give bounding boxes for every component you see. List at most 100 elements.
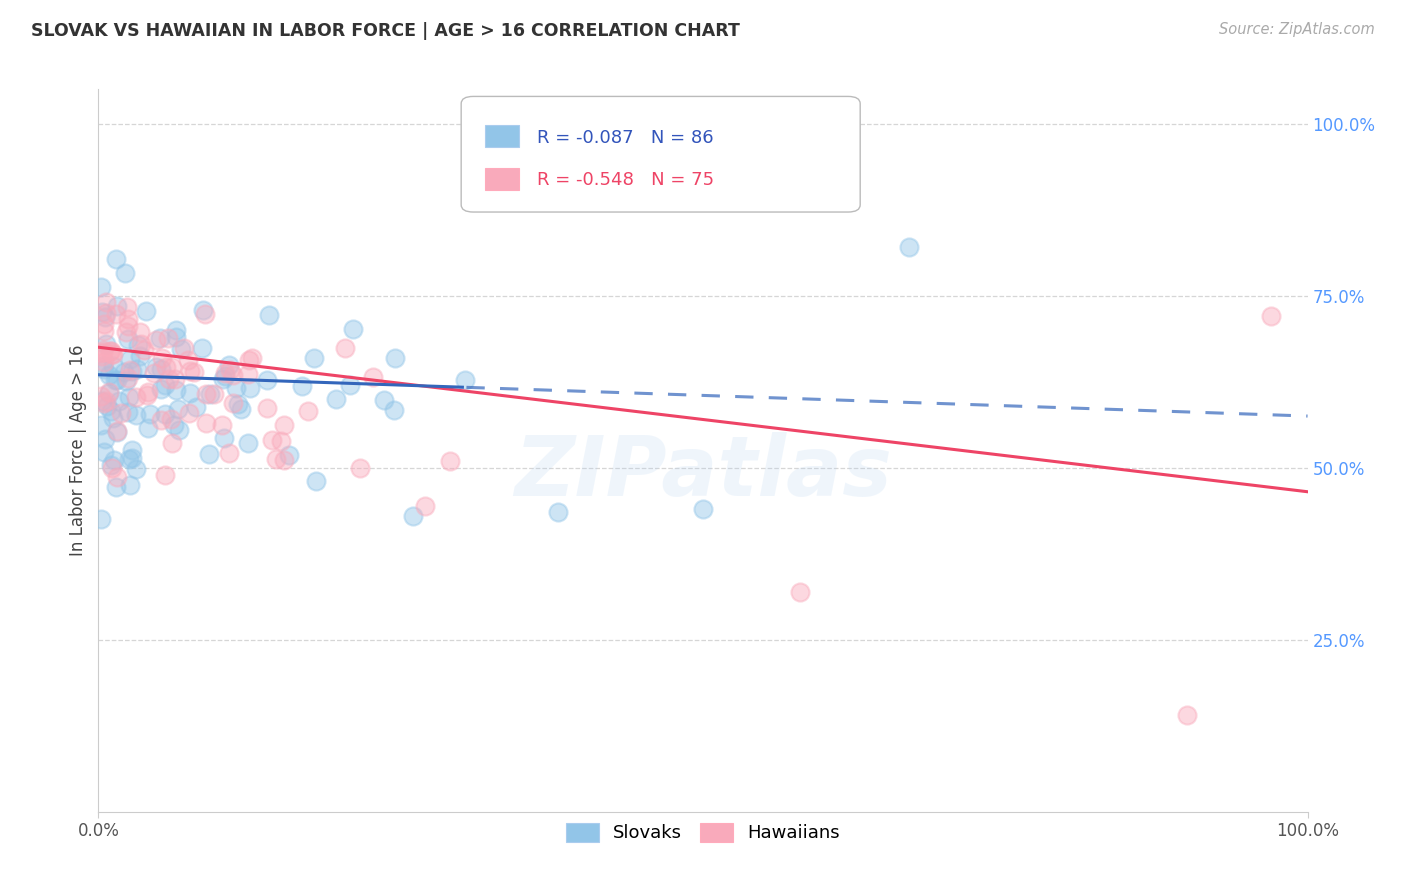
- Point: [163, 417, 186, 432]
- Point: [170, 342, 193, 356]
- Point: [110, 405, 132, 419]
- FancyBboxPatch shape: [461, 96, 860, 212]
- Point: [262, 433, 284, 447]
- Point: [143, 366, 166, 380]
- Point: [273, 418, 295, 433]
- Point: [165, 384, 187, 398]
- Point: [90, 389, 112, 403]
- Point: [91, 345, 114, 359]
- Point: [191, 341, 214, 355]
- Point: [325, 392, 347, 406]
- Point: [179, 364, 201, 378]
- Point: [155, 377, 177, 392]
- Point: [98, 344, 121, 359]
- Point: [135, 304, 157, 318]
- Point: [278, 448, 301, 462]
- Point: [90, 349, 112, 363]
- Point: [184, 401, 207, 415]
- Point: [90, 417, 112, 432]
- Point: [125, 409, 148, 423]
- Text: SLOVAK VS HAWAIIAN IN LABOR FORCE | AGE > 16 CORRELATION CHART: SLOVAK VS HAWAIIAN IN LABOR FORCE | AGE …: [31, 22, 740, 40]
- Point: [117, 405, 139, 419]
- Point: [413, 499, 436, 513]
- Point: [129, 336, 152, 351]
- Point: [212, 372, 235, 386]
- Point: [238, 352, 260, 367]
- Y-axis label: In Labor Force | Age > 16: In Labor Force | Age > 16: [69, 344, 87, 557]
- Point: [236, 368, 259, 382]
- Point: [125, 390, 148, 404]
- Point: [160, 411, 183, 425]
- Point: [1175, 708, 1198, 723]
- Point: [305, 475, 328, 489]
- Point: [134, 343, 156, 357]
- Point: [159, 372, 181, 386]
- Point: [105, 299, 128, 313]
- Point: [402, 508, 425, 523]
- Point: [91, 394, 114, 409]
- Point: [198, 387, 221, 401]
- Point: [100, 461, 122, 475]
- Point: [98, 384, 121, 399]
- Point: [198, 447, 221, 461]
- Point: [236, 436, 259, 450]
- Point: [105, 307, 128, 321]
- Point: [194, 416, 217, 430]
- Point: [93, 324, 115, 338]
- Point: [115, 300, 138, 314]
- Point: [297, 404, 319, 418]
- Point: [145, 333, 167, 347]
- Point: [129, 349, 152, 363]
- Point: [264, 451, 287, 466]
- Point: [125, 462, 148, 476]
- Point: [117, 332, 139, 346]
- Point: [105, 424, 128, 438]
- Point: [219, 362, 242, 376]
- Point: [339, 377, 361, 392]
- Point: [114, 266, 136, 280]
- Point: [242, 351, 264, 365]
- Point: [226, 397, 249, 411]
- Point: [103, 453, 125, 467]
- Point: [153, 468, 176, 483]
- Point: [125, 362, 148, 376]
- Text: R = -0.548   N = 75: R = -0.548 N = 75: [537, 171, 714, 189]
- Point: [118, 390, 141, 404]
- Point: [136, 388, 159, 402]
- Point: [97, 368, 120, 383]
- Point: [104, 480, 127, 494]
- Point: [91, 305, 114, 319]
- Point: [165, 372, 187, 386]
- Text: ZIPatlas: ZIPatlas: [515, 432, 891, 513]
- Point: [118, 352, 141, 367]
- Point: [118, 477, 141, 491]
- Point: [98, 386, 121, 401]
- Point: [257, 308, 280, 322]
- Point: [149, 413, 172, 427]
- Point: [100, 344, 122, 359]
- Point: [167, 423, 190, 437]
- Point: [692, 502, 714, 516]
- Point: [114, 325, 136, 339]
- Point: [384, 351, 406, 366]
- Point: [349, 461, 371, 475]
- Point: [270, 434, 292, 448]
- Point: [121, 451, 143, 466]
- Point: [183, 365, 205, 379]
- Point: [789, 584, 811, 599]
- Point: [101, 359, 124, 374]
- Point: [121, 442, 143, 457]
- Point: [90, 346, 112, 360]
- Point: [145, 359, 167, 374]
- Point: [117, 312, 139, 326]
- Point: [155, 359, 177, 374]
- Point: [194, 306, 217, 320]
- Point: [136, 421, 159, 435]
- Point: [93, 396, 115, 410]
- Point: [547, 505, 569, 519]
- Point: [333, 341, 356, 355]
- Point: [256, 373, 278, 387]
- FancyBboxPatch shape: [485, 125, 519, 147]
- Point: [202, 387, 225, 401]
- Point: [100, 403, 122, 417]
